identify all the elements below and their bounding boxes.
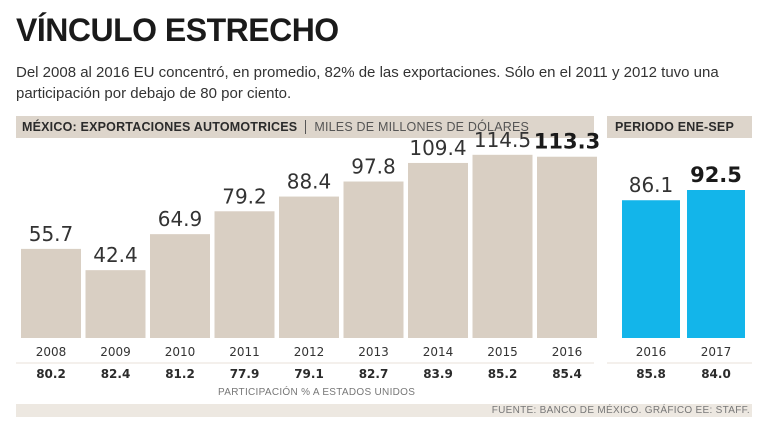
period-year-row <box>607 341 752 362</box>
annual-participation-value: 82.7 <box>359 367 389 381</box>
annual-value-label: 64.9 <box>158 207 203 231</box>
period-year-label: 2016 <box>636 345 667 359</box>
annual-year-label: 2008 <box>36 345 67 359</box>
period-chart-header: PERIODO ENE-SEP <box>607 116 752 138</box>
annual-year-label: 2009 <box>100 345 131 359</box>
page-subtitle: Del 2008 al 2016 EU concentró, en promed… <box>16 64 719 102</box>
page-title: VÍNCULO ESTRECHO <box>16 12 339 48</box>
annual-value-label: 79.2 <box>222 184 267 208</box>
annual-chart-unit: MILES DE MILLONES DE DÓLARES <box>314 120 530 134</box>
annual-year-label: 2016 <box>552 345 583 359</box>
annual-bar-2008 <box>21 248 81 338</box>
period-participation-value: 84.0 <box>701 367 731 381</box>
annual-year-label: 2014 <box>423 345 454 359</box>
annual-year-label: 2010 <box>165 345 196 359</box>
footer-strip <box>16 404 752 417</box>
source-note: FUENTE: BANCO DE MÉXICO. GRÁFICO EE: STA… <box>491 405 750 416</box>
annual-year-row <box>16 341 594 362</box>
annual-participation-value: 85.4 <box>552 367 582 381</box>
header-divider <box>305 120 307 134</box>
annual-value-label: 97.8 <box>351 155 396 179</box>
period-bar-2016 <box>622 200 680 338</box>
annual-value-label: 113.3 <box>534 130 600 154</box>
annual-value-label: 42.4 <box>93 243 138 267</box>
annual-bar-2010 <box>150 234 210 338</box>
annual-participation-value: 82.4 <box>101 367 131 381</box>
annual-year-label: 2015 <box>487 345 518 359</box>
annual-bar-2012 <box>279 196 339 338</box>
annual-bar-2009 <box>85 270 146 338</box>
annual-chart-header: MÉXICO: EXPORTACIONES AUTOMOTRICES MILES… <box>16 116 594 138</box>
annual-bar-2013 <box>343 181 404 338</box>
annual-year-label: 2012 <box>294 345 325 359</box>
annual-value-label: 55.7 <box>29 222 74 246</box>
annual-participation-value: 81.2 <box>165 367 195 381</box>
annual-value-label: 114.5 <box>474 128 531 152</box>
period-bar-2017 <box>687 190 745 338</box>
annual-value-label: 88.4 <box>287 170 332 194</box>
period-year-label: 2017 <box>701 345 732 359</box>
annual-year-label: 2011 <box>229 345 260 359</box>
period-value-label: 86.1 <box>629 173 674 197</box>
annual-year-label: 2013 <box>358 345 389 359</box>
annual-bar-2014 <box>408 162 468 338</box>
annual-participation-value: 77.9 <box>230 367 260 381</box>
annual-participation-value: 85.2 <box>488 367 518 381</box>
annual-participation-value: 80.2 <box>36 367 66 381</box>
annual-chart-title: MÉXICO: EXPORTACIONES AUTOMOTRICES <box>22 120 298 134</box>
period-participation-value: 85.8 <box>636 367 666 381</box>
participation-label: PARTICIPACIÓN % A ESTADOS UNIDOS <box>218 387 416 398</box>
annual-participation-value: 83.9 <box>423 367 453 381</box>
annual-value-label: 109.4 <box>409 136 466 160</box>
period-value-label: 92.5 <box>690 163 742 187</box>
period-chart-title: PERIODO ENE-SEP <box>615 120 734 134</box>
annual-participation-value: 79.1 <box>294 367 324 381</box>
annual-bar-2015 <box>472 154 533 338</box>
annual-bar-2016 <box>537 156 597 338</box>
annual-bar-2011 <box>214 211 275 338</box>
